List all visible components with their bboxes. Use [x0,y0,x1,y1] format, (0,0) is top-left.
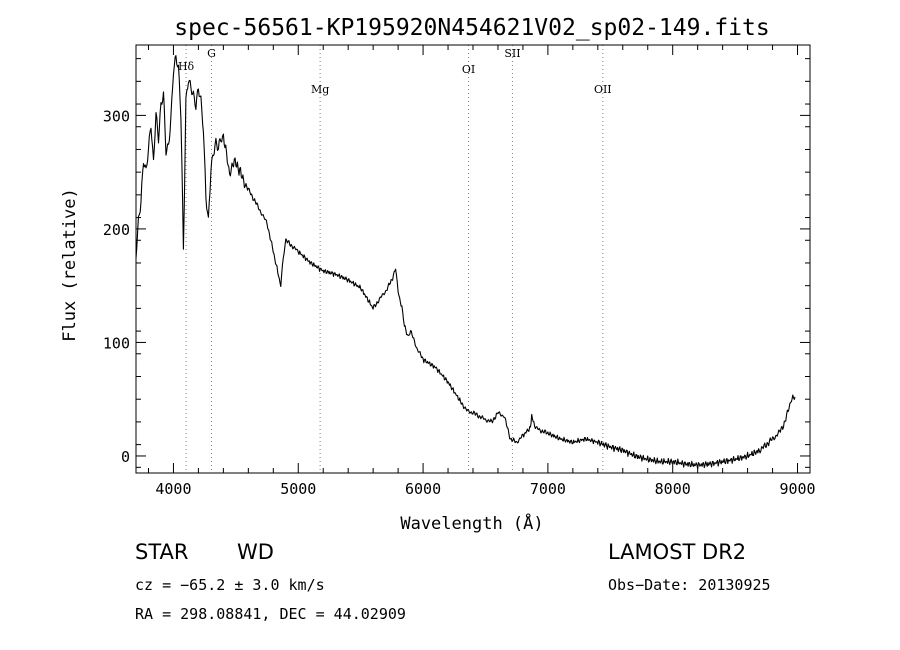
x-axis-label: Wavelength (Å) [400,512,543,534]
spectrum-line [135,55,796,470]
coordinates: RA = 298.08841, DEC = 44.02909 [135,605,406,623]
spectral-line-label: Mg [311,83,329,96]
line-markers: Hδ G Mg OI SII OII [178,45,612,473]
x-tick-label: 6000 [405,480,441,498]
spectral-line-label: OI [462,63,475,76]
x-tick-label: 8000 [655,480,691,498]
x-tick-label: 4000 [155,480,191,498]
x-tick-label: 5000 [280,480,316,498]
obs-date: Obs−Date: 20130925 [608,576,771,594]
redshift-text: cz = −65.2 ± 3.0 km/s [135,576,325,594]
object-class: STAR [135,540,189,564]
spectral-line-label: SII [504,47,520,60]
object-subclass: WD [237,540,274,564]
spectral-line-label: OII [594,83,612,96]
y-tick-label: 200 [103,221,130,239]
spectral-line-label: Hδ [178,60,195,73]
y-axis-label: Flux (relative) [60,188,80,342]
y-tick-label: 0 [121,448,130,466]
x-tick-label: 9000 [779,480,815,498]
survey-name: LAMOST DR2 [608,540,747,564]
chart-title: spec-56561-KP195920N454621V02_sp02-149.f… [174,15,769,41]
y-tick-label: 300 [103,107,130,125]
y-tick-label: 100 [103,334,130,352]
x-tick-label: 7000 [530,480,566,498]
axes: 4000 5000 6000 7000 8000 9000 0 100 200 300 [103,44,816,498]
plot-frame [135,44,811,474]
spectral-line-label: G [207,47,216,60]
y-axis-label-group: Flux (relative) [60,188,80,342]
spectrum-series [135,55,796,470]
